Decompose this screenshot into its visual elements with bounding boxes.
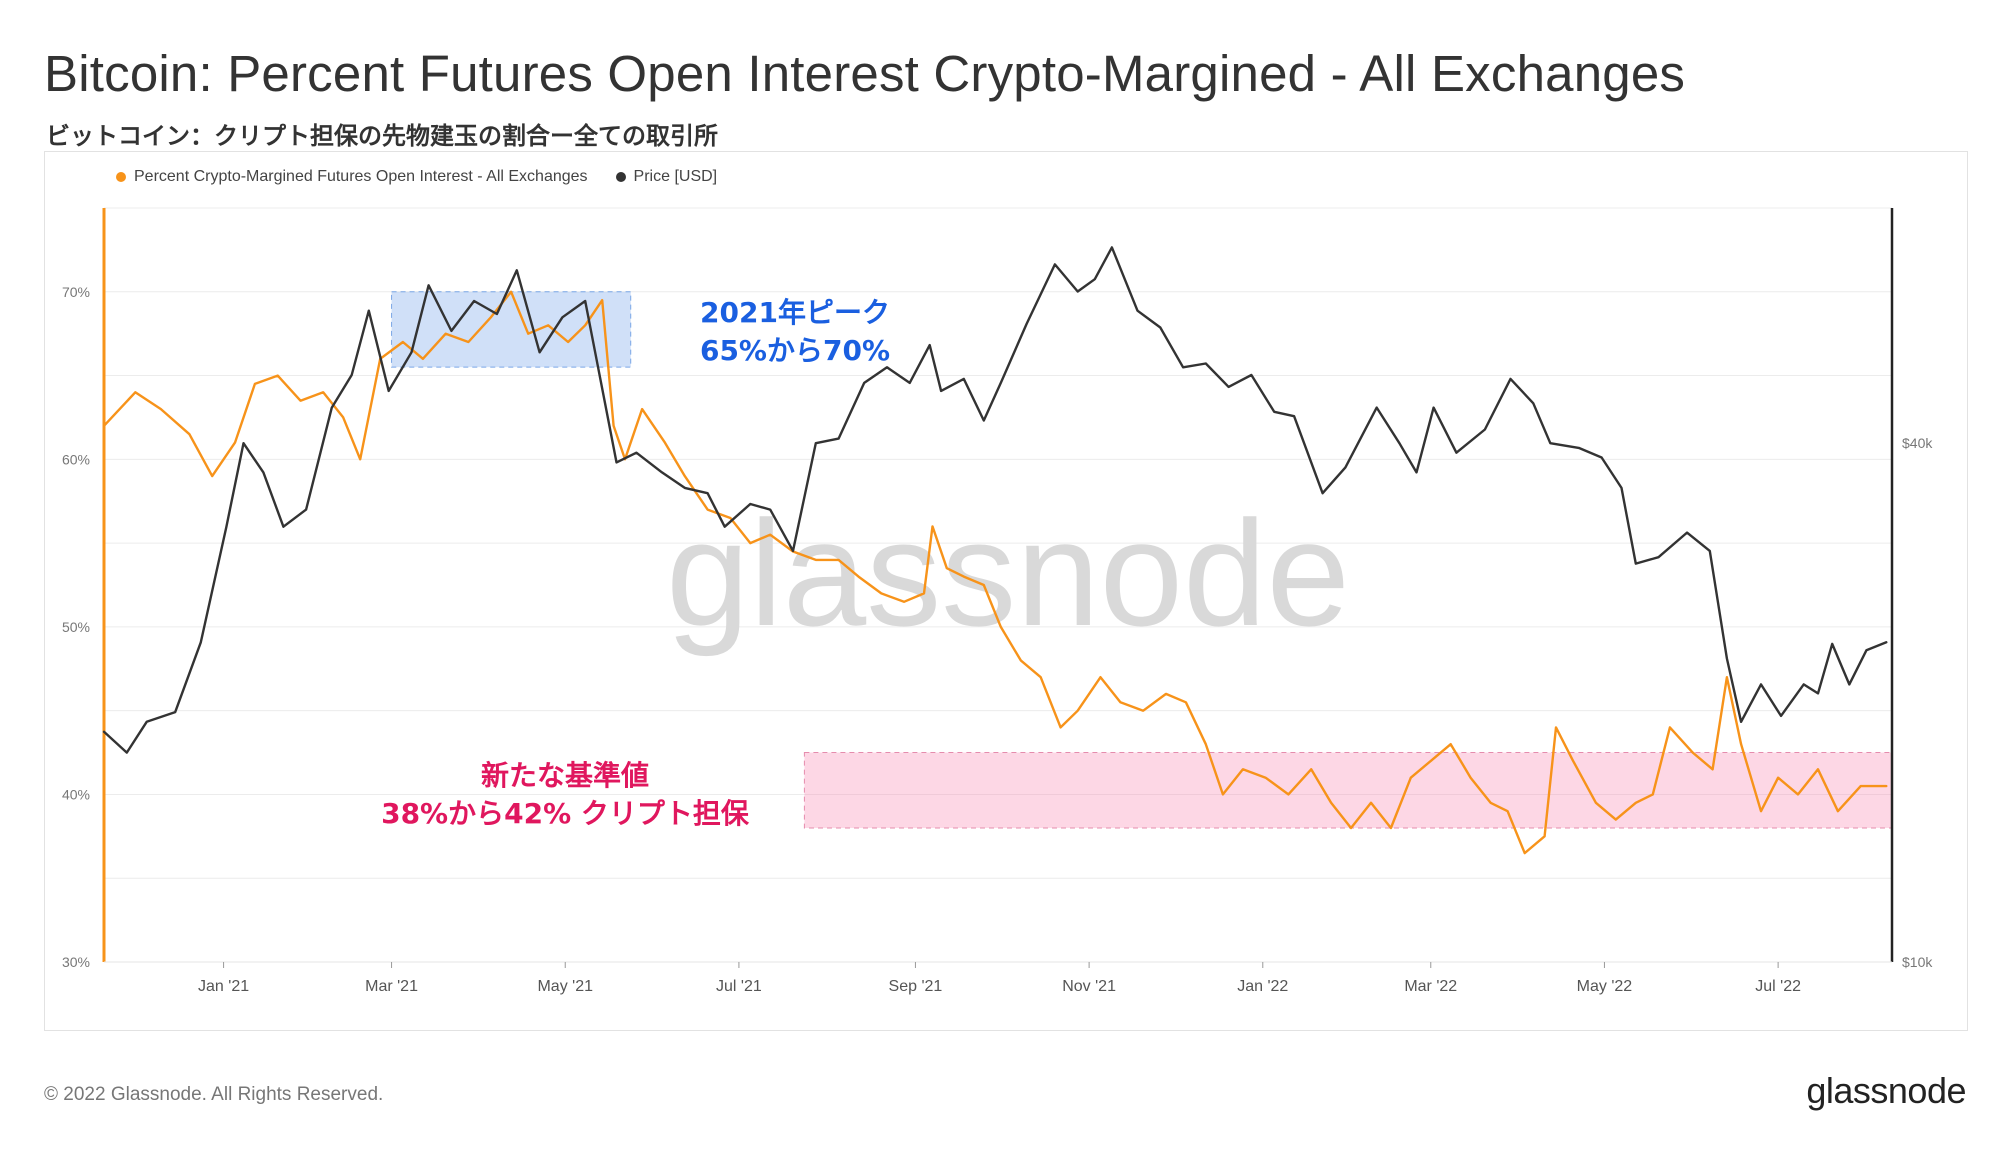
baseline-annotation-box: [803, 752, 1893, 829]
chart-subtitle: ビットコイン：クリプト担保の先物建玉の割合ー全ての取引所: [46, 122, 718, 150]
x-tick-label: Sep '21: [889, 978, 943, 995]
x-tick-label: Jan '21: [198, 978, 249, 995]
left-tick-label: 40%: [62, 786, 90, 802]
legend-item-price[interactable]: Price [USD]: [615, 168, 718, 186]
right-tick-label: $40k: [1902, 435, 1933, 451]
baseline-annotation-label: 新たな基準値: [481, 759, 649, 792]
left-tick-label: 70%: [62, 284, 90, 300]
x-tick-label: Mar '21: [365, 978, 418, 995]
left-tick-label: 60%: [62, 451, 90, 467]
legend-label-percent: Percent Crypto-Margined Futures Open Int…: [134, 168, 588, 185]
chart-frame: [44, 151, 1968, 1031]
x-tick-label: Jul '21: [716, 978, 762, 995]
chart-title: Bitcoin: Percent Futures Open Interest C…: [44, 45, 1686, 102]
baseline-annotation-label: 38%から42% クリプト担保: [381, 797, 750, 830]
legend-marker-price: [615, 172, 626, 182]
left-tick-label: 50%: [62, 619, 90, 635]
legend-marker-percent: [116, 172, 126, 182]
glassnode-logo: glassnode: [1806, 1070, 1966, 1111]
chart-legend: Percent Crypto-Margined Futures Open Int…: [116, 168, 717, 186]
x-tick-label: Mar '22: [1404, 978, 1457, 995]
x-tick-label: Jan '22: [1237, 978, 1288, 995]
x-tick-label: Nov '21: [1062, 978, 1116, 995]
legend-label-price: Price [USD]: [633, 168, 718, 185]
footer-copyright: © 2022 Glassnode. All Rights Reserved.: [44, 1084, 384, 1105]
left-tick-label: 30%: [62, 954, 90, 970]
x-tick-label: May '21: [537, 978, 593, 995]
price-line: [102, 246, 1888, 754]
peak-annotation-label: 65%から70%: [700, 334, 890, 367]
x-tick-label: May '22: [1577, 978, 1633, 995]
percent-oi-line: [102, 290, 1888, 855]
watermark-text: glassnode: [666, 489, 1350, 657]
peak-annotation-label: 2021年ピーク: [700, 296, 890, 329]
right-tick-label: $10k: [1902, 954, 1933, 970]
x-tick-label: Jul '22: [1755, 978, 1801, 995]
legend-item-percent[interactable]: Percent Crypto-Margined Futures Open Int…: [116, 168, 588, 186]
